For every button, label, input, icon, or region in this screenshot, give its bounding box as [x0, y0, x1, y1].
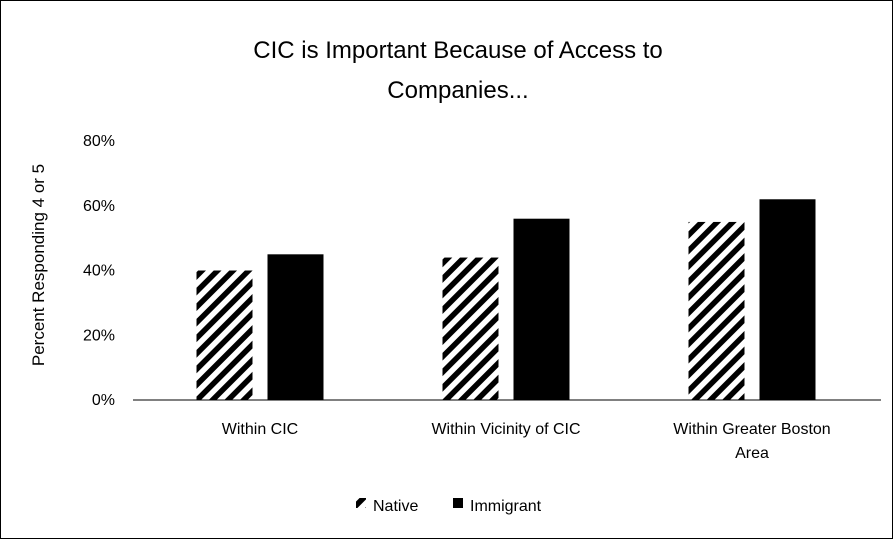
bar-native-2 — [442, 257, 499, 400]
legend-label-immigrant: Immigrant — [470, 498, 542, 515]
category-label: Area — [735, 445, 769, 462]
category-labels: Within CIC Within Vicinity of CIC Within G… — [222, 421, 831, 462]
bar-native-3 — [688, 221, 745, 400]
y-tick-label: 60% — [83, 198, 115, 215]
legend-swatch-immigrant — [453, 498, 463, 508]
legend-label-native: Native — [373, 498, 418, 515]
y-tick-label: 0% — [92, 392, 115, 409]
chart-title-line-1: CIC is Important Because of Access to — [253, 37, 663, 64]
category-label: Within Vicinity of CIC — [431, 421, 580, 438]
y-tick-label: 80% — [83, 133, 115, 150]
bars — [196, 199, 816, 400]
category-label: Within CIC — [222, 421, 298, 438]
bar-native-1 — [196, 270, 253, 400]
category-label: Within Greater Boston — [673, 421, 830, 438]
y-axis-title: Percent Responding 4 or 5 — [29, 164, 48, 366]
y-axis-tick-labels: 0% 20% 40% 60% 80% — [83, 133, 115, 409]
y-tick-label: 20% — [83, 327, 115, 344]
y-tick-label: 40% — [83, 263, 115, 280]
bar-immigrant-2 — [513, 218, 570, 400]
legend: Native Immigrant — [356, 498, 542, 515]
legend-swatch-native — [356, 498, 366, 508]
bar-immigrant-1 — [267, 254, 324, 400]
chart-title-line-2: Companies... — [387, 77, 528, 104]
bar-immigrant-3 — [759, 199, 816, 400]
